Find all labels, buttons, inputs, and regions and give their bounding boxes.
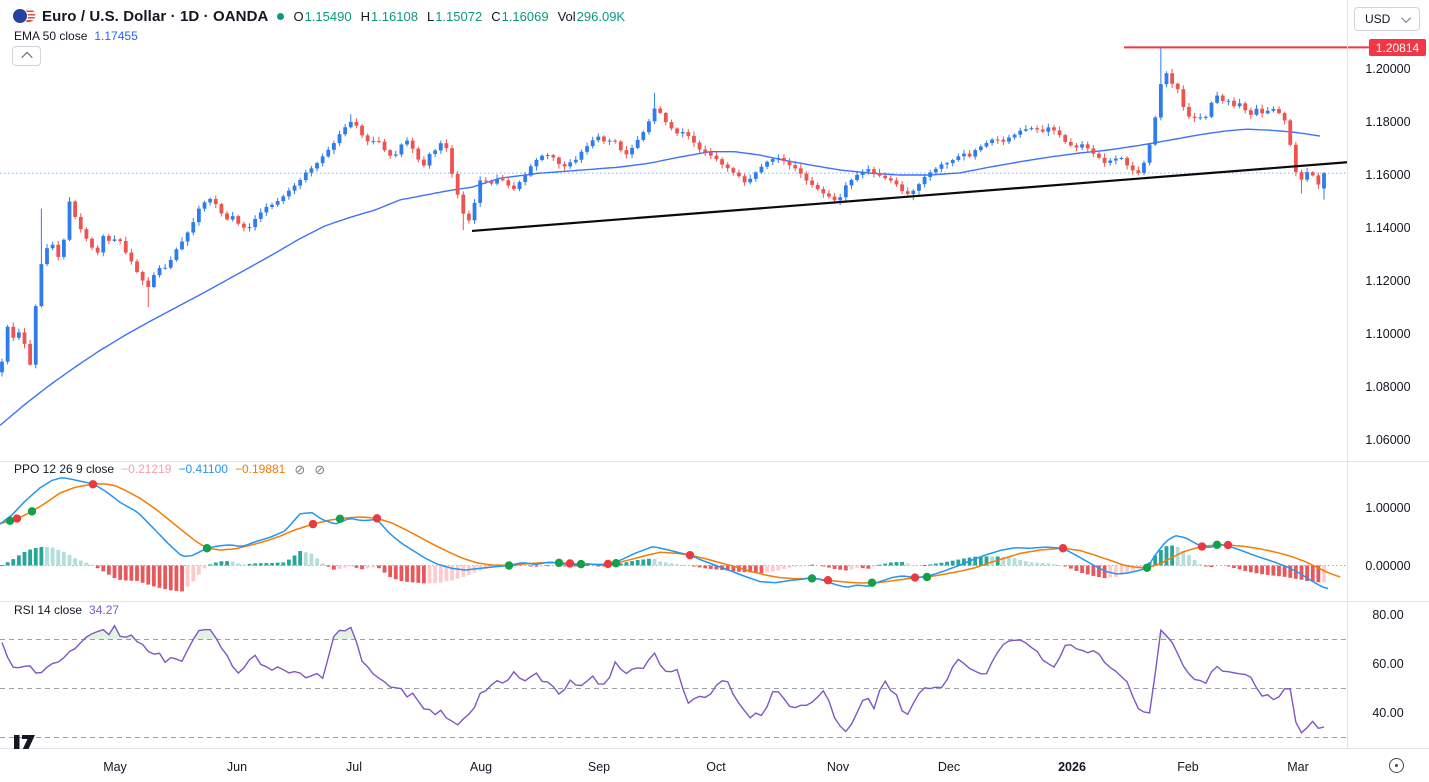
rsi-axis-label: 60.00 [1372, 657, 1404, 671]
alert-price-value: 1.20814 [1375, 40, 1420, 55]
price-axis-label: 1.08000 [1365, 380, 1411, 394]
price-axis-label: 1.10000 [1365, 327, 1411, 341]
ppo-legend[interactable]: PPO 12 26 9 close −0.21219 −0.41100 −0.1… [14, 462, 325, 476]
ema-line[interactable] [0, 128, 1321, 426]
time-axis-label: Oct [706, 760, 726, 774]
rsi-value: 34.27 [89, 603, 120, 617]
price-axis-label: 1.18000 [1365, 115, 1411, 129]
ppo-signal-line[interactable] [0, 483, 1341, 584]
hidden-eye-icon[interactable]: ⊘ [294, 461, 306, 477]
volume-value: 296.09K [576, 8, 626, 24]
chevron-down-icon [1401, 12, 1412, 23]
open-value: 1.15490 [304, 8, 352, 24]
ppo-signal-value: −0.19881 [234, 462, 286, 476]
rsi-label: RSI 14 close [14, 603, 83, 617]
currency-value: USD [1365, 12, 1391, 26]
time-axis-label: Mar [1287, 760, 1309, 774]
price-axis-label: 1.16000 [1365, 168, 1411, 182]
hidden-eye-icon[interactable]: ⊘ [314, 461, 326, 477]
time-axis-label: May [103, 760, 127, 774]
eur-usd-pair-icon [13, 6, 35, 26]
price-axis-label: 1.06000 [1365, 433, 1411, 447]
tradingview-logo[interactable] [13, 728, 39, 750]
close-label: C [491, 8, 501, 24]
symbol-title[interactable]: Euro / U.S. Dollar · 1D · OANDA [42, 7, 269, 25]
symbol-header[interactable]: Euro / U.S. Dollar · 1D · OANDA O 1.15490… [13, 6, 625, 26]
price-axis-label: 1.12000 [1365, 274, 1411, 288]
rsi-legend[interactable]: RSI 14 close 34.27 [14, 603, 119, 617]
currency-selector[interactable]: USD [1354, 7, 1420, 31]
ppo-hist-value: −0.21219 [121, 462, 172, 476]
rsi-axis-label: 40.00 [1372, 706, 1404, 720]
price-axis-label: 1.14000 [1365, 221, 1411, 235]
open-label: O [293, 8, 304, 24]
time-axis-label: Aug [469, 760, 493, 774]
chevron-up-icon [20, 51, 33, 64]
trendline[interactable] [471, 161, 1348, 233]
ema-legend[interactable]: EMA 50 close 1.17455 [14, 29, 138, 43]
low-label: L [426, 8, 435, 24]
high-value: 1.16108 [370, 8, 418, 24]
ohlc-values: O 1.15490 H 1.16108 L 1.15072 C 1.16069 Vol 2… [293, 9, 625, 24]
main-pane[interactable] [0, 0, 1347, 461]
time-axis-label: 2026 [1058, 760, 1086, 774]
price-axis-label: 1.20000 [1365, 62, 1411, 76]
market-status-icon [277, 12, 285, 20]
ppo-histogram [0, 545, 1326, 592]
rsi-line[interactable] [1, 624, 1325, 734]
ppo-line-value: −0.41100 [178, 462, 228, 476]
candlestick-series[interactable] [0, 47, 1326, 377]
close-value: 1.16069 [501, 8, 549, 24]
ema-value: 1.17455 [94, 29, 138, 43]
time-axis-label: Jun [226, 760, 248, 774]
ema-label: EMA 50 close [14, 29, 88, 43]
time-axis-label: Dec [937, 760, 961, 774]
ppo-axis-label: 1.00000 [1365, 501, 1411, 515]
ppo-axis-label: 0.00000 [1365, 558, 1411, 573]
ppo-label: PPO 12 26 9 close [14, 462, 115, 476]
ppo-line[interactable] [0, 477, 1329, 590]
low-value: 1.15072 [435, 8, 483, 24]
clock-icon[interactable] [1389, 758, 1404, 773]
rsi-axis-label: 80.00 [1372, 608, 1404, 622]
high-label: H [360, 8, 370, 24]
ppo-crossover-dots [5, 480, 1233, 587]
time-axis-label: Feb [1177, 760, 1199, 774]
time-axis-label: Sep [587, 760, 611, 774]
time-axis-label: Jul [346, 760, 362, 774]
alert-price-badge[interactable]: 1.20814 [1369, 39, 1426, 56]
time-axis-label: Nov [826, 760, 850, 774]
rsi-pane[interactable] [0, 601, 1347, 748]
ppo-pane[interactable] [0, 461, 1347, 601]
collapse-legend-button[interactable] [12, 46, 41, 66]
volume-label: Vol [557, 8, 576, 24]
